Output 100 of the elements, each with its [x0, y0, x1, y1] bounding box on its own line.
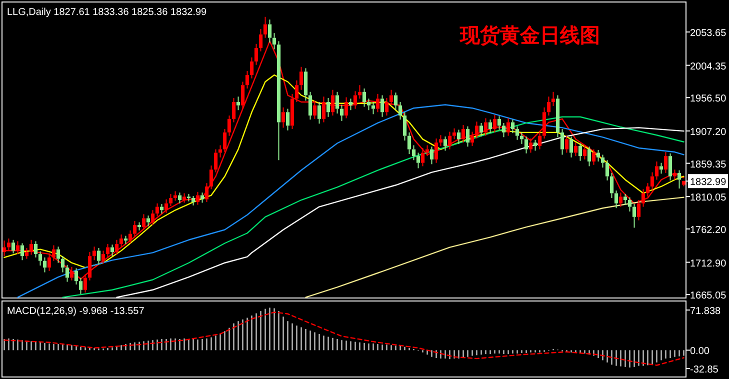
candlestick	[335, 91, 340, 114]
y-tick-label: 1859.35	[690, 159, 727, 170]
candlestick	[600, 154, 605, 168]
candlestick	[479, 122, 484, 137]
candlestick	[430, 146, 434, 165]
candlestick	[60, 256, 65, 273]
candlestick	[416, 152, 420, 169]
candlestick	[384, 97, 389, 116]
candlestick	[191, 195, 196, 206]
candlestick	[587, 146, 592, 167]
candlestick	[173, 190, 178, 202]
candlestick	[294, 80, 299, 103]
candlestick	[114, 239, 119, 256]
y-tick-label: 1665.05	[690, 290, 727, 302]
candlestick	[227, 115, 232, 136]
candlestick	[578, 142, 582, 162]
candlestick	[515, 126, 520, 140]
candlestick	[42, 256, 47, 273]
candlestick	[344, 96, 348, 119]
candlestick	[569, 136, 574, 158]
candlestick	[128, 230, 132, 244]
candlestick	[551, 91, 556, 107]
candlestick	[290, 93, 294, 130]
candlestick	[470, 131, 474, 146]
candlestick	[164, 198, 168, 214]
candlestick	[533, 139, 538, 152]
candlestick	[456, 129, 461, 144]
candlestick	[623, 193, 628, 206]
candlestick	[132, 220, 137, 237]
candlestick	[484, 118, 488, 136]
candlestick	[434, 138, 438, 164]
candlestick	[11, 239, 16, 254]
candlestick	[254, 43, 258, 66]
annotation: 1832.99	[690, 177, 727, 188]
candlestick	[186, 193, 191, 202]
candlestick	[322, 96, 326, 123]
line-series	[4, 74, 684, 268]
candlestick	[402, 112, 407, 142]
candlestick	[582, 144, 587, 160]
candlestick	[443, 136, 448, 152]
y-tick-label: 0.00	[690, 346, 710, 358]
annotation: MACD(12,26,9) -9.968 -13.557	[7, 306, 145, 317]
candlestick	[628, 196, 632, 212]
candlestick	[438, 134, 443, 146]
candlestick	[272, 32, 276, 50]
candlestick	[47, 252, 52, 272]
candlestick	[677, 170, 682, 190]
candlestick	[636, 200, 641, 221]
candlestick	[106, 243, 110, 258]
candlestick	[542, 106, 546, 140]
candlestick	[74, 268, 78, 285]
candlestick	[574, 142, 578, 157]
y-tick-label: 71.838	[690, 306, 722, 318]
candlestick	[92, 246, 96, 261]
candlestick	[29, 239, 34, 256]
candlestick	[502, 122, 506, 138]
candlestick	[348, 98, 353, 111]
candlestick	[146, 215, 150, 227]
candlestick	[34, 240, 38, 258]
text: 现货黄金日线图	[459, 23, 600, 47]
candlestick	[412, 144, 416, 161]
candlestick	[258, 28, 263, 52]
candlestick	[461, 124, 466, 144]
candlestick	[209, 165, 214, 190]
candlestick	[240, 81, 245, 110]
candlestick	[448, 131, 452, 150]
candlestick	[312, 100, 317, 120]
candlestick	[610, 172, 614, 198]
candlestick	[618, 192, 623, 208]
candlestick	[398, 102, 402, 120]
candlestick	[150, 210, 155, 226]
candlestick	[497, 116, 502, 130]
y-tick-label: 1810.05	[690, 192, 727, 204]
candlestick	[204, 182, 209, 203]
candlestick	[488, 119, 492, 134]
y-tick-label: -32.85	[690, 364, 719, 376]
candlestick	[65, 264, 70, 282]
candlestick	[596, 150, 600, 162]
candlestick	[510, 119, 515, 134]
candlestick	[110, 244, 114, 257]
candlestick	[394, 92, 398, 111]
candlestick	[605, 160, 610, 181]
y-tick-label: 1762.20	[690, 224, 727, 236]
candlestick	[317, 102, 322, 124]
candlestick	[38, 250, 42, 266]
candlestick	[366, 98, 371, 111]
candlestick	[560, 128, 564, 156]
candlestick	[308, 91, 312, 120]
y-tick-label: 1712.90	[690, 258, 727, 270]
candlestick	[326, 97, 330, 118]
y-tick-label: 2053.65	[690, 28, 727, 39]
candlestick	[340, 104, 344, 122]
candlestick	[20, 242, 24, 261]
candlestick	[304, 68, 308, 102]
candlestick	[232, 97, 236, 123]
candlestick	[268, 19, 272, 44]
candlestick	[78, 277, 83, 294]
candlestick	[236, 96, 240, 111]
candlestick	[614, 190, 618, 209]
candlestick	[101, 250, 106, 264]
